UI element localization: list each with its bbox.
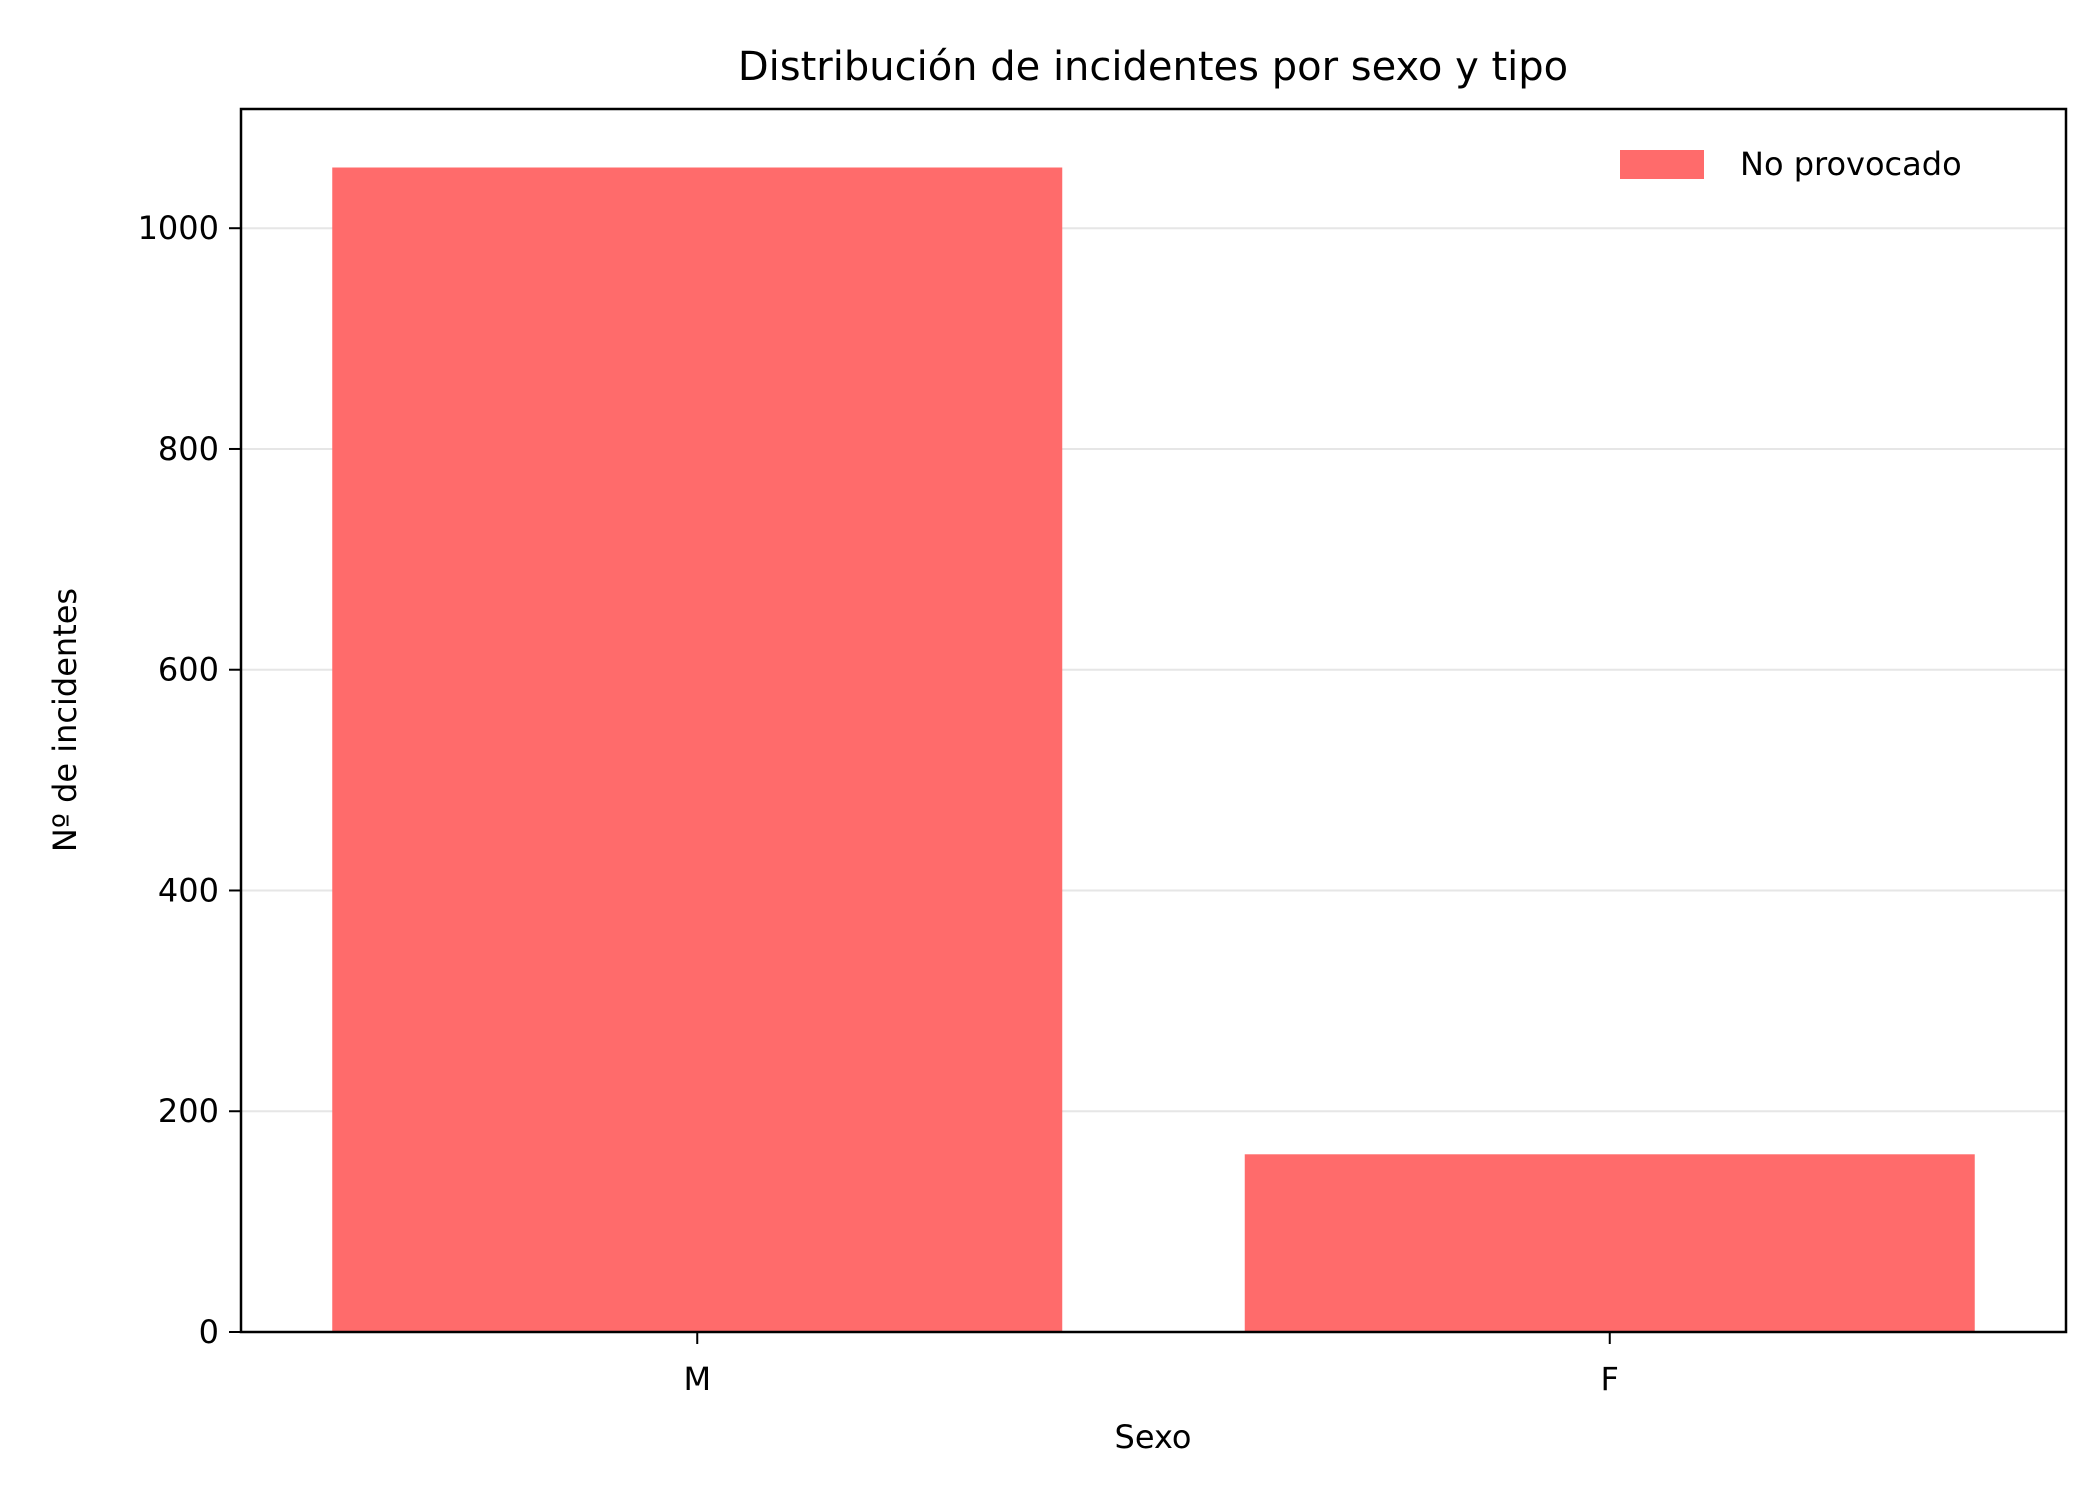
legend-label: No provocado	[1740, 145, 1962, 183]
y-tick-label: 800	[158, 430, 219, 468]
y-tick-label: 200	[158, 1092, 219, 1130]
plot-frame	[239, 107, 2068, 1334]
x-tick-label: M	[683, 1360, 711, 1398]
ticks: M F 0 200 400 600 800 1000	[138, 209, 1619, 1398]
y-tick-label: 0	[199, 1313, 219, 1351]
x-tick-label: F	[1601, 1360, 1619, 1398]
y-tick-label: 600	[158, 651, 219, 689]
chart-title: Distribución de incidentes por sexo y ti…	[738, 44, 1568, 90]
bar-m	[332, 167, 1063, 1333]
legend: No provocado	[1620, 145, 1962, 183]
bar-f	[1244, 1154, 1975, 1332]
y-tick-label: 400	[158, 871, 219, 909]
legend-swatch	[1620, 150, 1704, 179]
x-axis-label: Sexo	[1115, 1418, 1192, 1456]
bars	[332, 167, 1975, 1333]
y-tick-label: 1000	[138, 209, 219, 247]
axes	[239, 107, 2068, 1334]
y-axis-label: Nº de incidentes	[46, 588, 84, 852]
